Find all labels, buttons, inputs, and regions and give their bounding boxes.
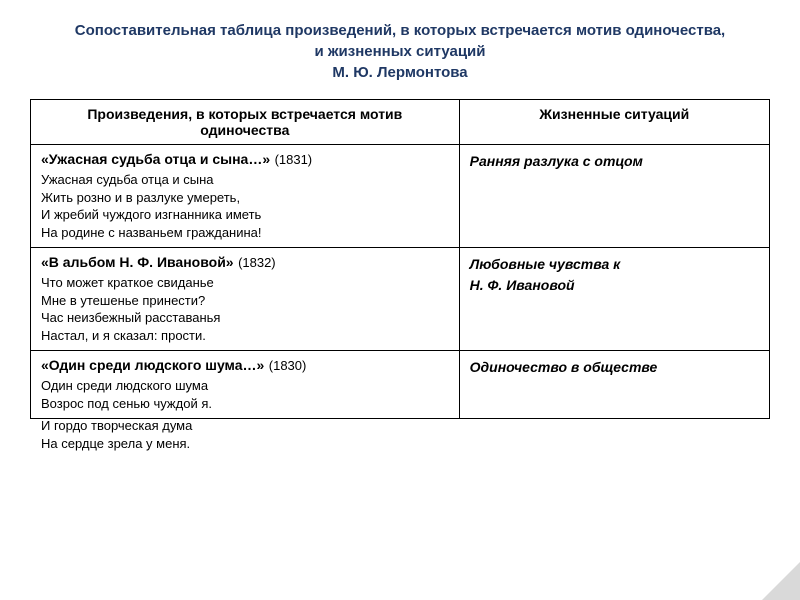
situation-cell: Ранняя разлука с отцом (459, 145, 769, 248)
work-title: «В альбом Н. Ф. Ивановой» (41, 254, 234, 270)
situation-text: Любовные чувства кН. Ф. Ивановой (470, 254, 759, 296)
work-title: «Ужасная судьба отца и сына…» (41, 151, 270, 167)
table-row: «Один среди людского шума…» (1830) Один … (31, 351, 770, 419)
comparison-table: Произведения, в которых встречается моти… (30, 99, 770, 419)
overflow-text: И гордо творческая думаНа сердце зрела у… (30, 417, 770, 452)
situation-text: Ранняя разлука с отцом (470, 151, 759, 172)
header-situations: Жизненные ситуаций (459, 100, 769, 145)
table-row: «В альбом Н. Ф. Ивановой» (1832) Что мож… (31, 248, 770, 351)
page-corner-fold (762, 562, 800, 600)
table-row: «Ужасная судьба отца и сына…» (1831) Ужа… (31, 145, 770, 248)
work-year: (1831) (275, 152, 313, 167)
page-title: Сопоставительная таблица произведений, в… (30, 20, 770, 83)
work-body: Один среди людского шумаВозрос под сенью… (41, 377, 449, 412)
work-title: «Один среди людского шума…» (41, 357, 264, 373)
work-year: (1832) (238, 255, 276, 270)
work-cell: «Ужасная судьба отца и сына…» (1831) Ужа… (31, 145, 460, 248)
work-year: (1830) (269, 358, 307, 373)
work-cell: «В альбом Н. Ф. Ивановой» (1832) Что мож… (31, 248, 460, 351)
table-header-row: Произведения, в которых встречается моти… (31, 100, 770, 145)
work-body: Ужасная судьба отца и сынаЖить розно и в… (41, 171, 449, 241)
header-works: Произведения, в которых встречается моти… (31, 100, 460, 145)
situation-text: Одиночество в обществе (470, 357, 759, 378)
work-body: Что может краткое свиданьеМне в утешенье… (41, 274, 449, 344)
situation-cell: Любовные чувства кН. Ф. Ивановой (459, 248, 769, 351)
work-cell: «Один среди людского шума…» (1830) Один … (31, 351, 460, 419)
situation-cell: Одиночество в обществе (459, 351, 769, 419)
